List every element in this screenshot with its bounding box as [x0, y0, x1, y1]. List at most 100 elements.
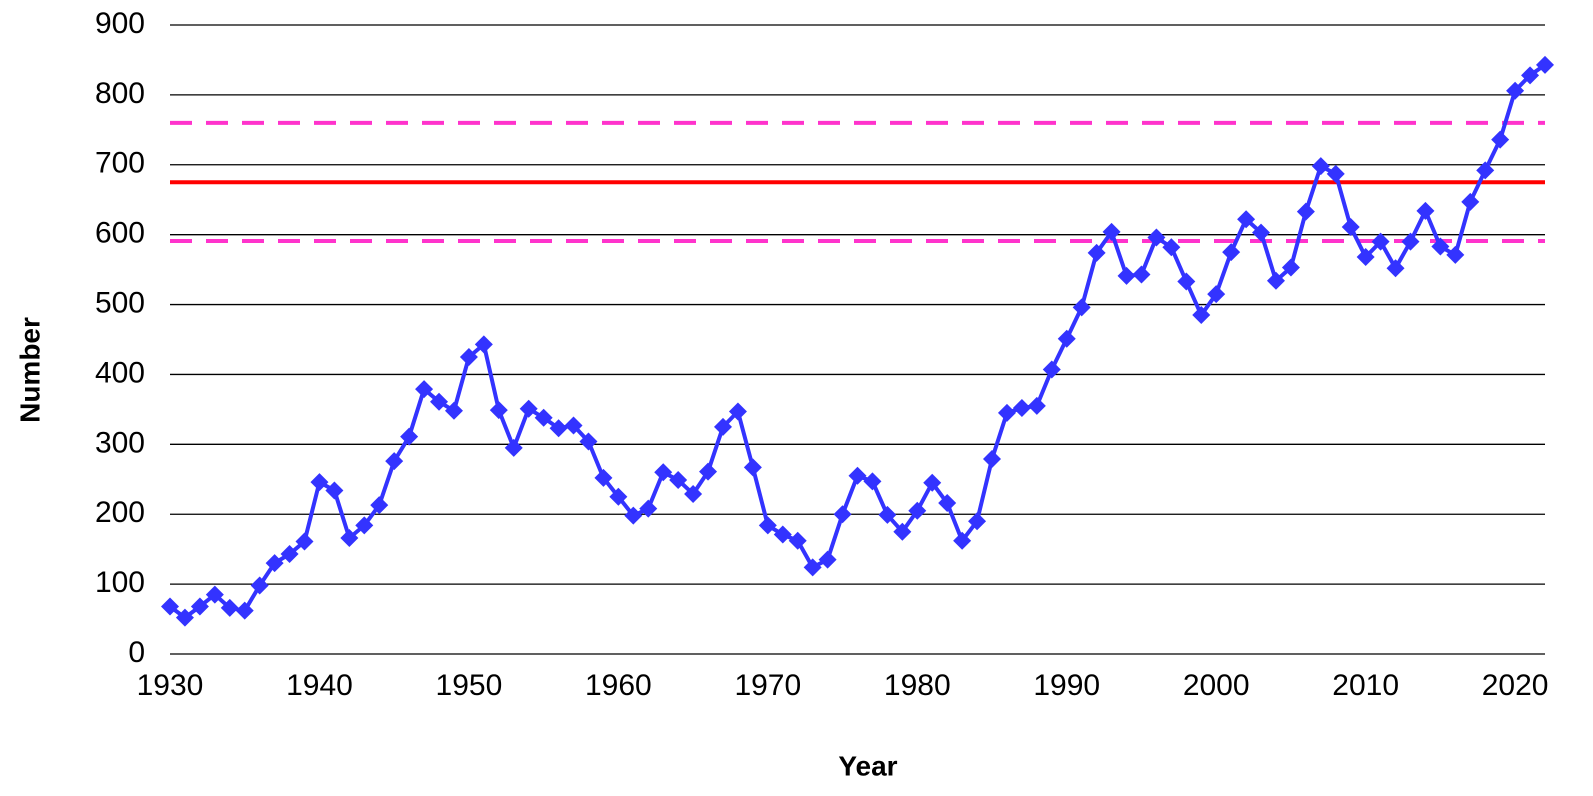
- data-point: [1132, 265, 1151, 284]
- data-point: [684, 484, 703, 503]
- data-point: [1087, 243, 1106, 262]
- data-point: [1386, 259, 1405, 278]
- data-point: [833, 505, 852, 524]
- data-point: [624, 506, 643, 525]
- data-point: [788, 531, 807, 550]
- x-tick-label: 2020: [1482, 669, 1549, 702]
- data-point: [983, 450, 1002, 469]
- data-point: [489, 401, 508, 420]
- data-point: [1401, 232, 1420, 251]
- data-point: [728, 402, 747, 421]
- data-point: [1147, 228, 1166, 247]
- data-point: [863, 472, 882, 491]
- x-tick-label: 1950: [436, 669, 503, 702]
- data-point: [205, 585, 224, 604]
- data-point: [355, 516, 374, 535]
- y-axis-title: Number: [14, 317, 45, 423]
- data-point: [953, 531, 972, 550]
- data-point: [803, 558, 822, 577]
- data-point: [1057, 329, 1076, 348]
- data-point: [235, 601, 254, 620]
- data-point: [370, 496, 389, 515]
- data-point: [699, 462, 718, 481]
- data-point: [1192, 306, 1211, 325]
- y-tick-label: 200: [95, 496, 145, 529]
- data-point: [295, 532, 314, 551]
- data-point: [504, 438, 523, 457]
- data-point: [415, 380, 434, 399]
- data-point: [997, 403, 1016, 422]
- data-point: [594, 468, 613, 487]
- y-tick-label: 500: [95, 286, 145, 319]
- data-point: [175, 608, 194, 627]
- data-point: [519, 399, 538, 418]
- data-point: [1266, 271, 1285, 290]
- data-point: [1281, 258, 1300, 277]
- data-point: [1207, 285, 1226, 304]
- data-point: [1102, 222, 1121, 241]
- data-point: [1012, 398, 1031, 417]
- y-tick-label: 300: [95, 426, 145, 459]
- data-point: [1311, 157, 1330, 176]
- x-tick-label: 1970: [734, 669, 801, 702]
- data-point: [1222, 243, 1241, 262]
- data-point: [265, 554, 284, 573]
- data-point: [430, 392, 449, 411]
- y-tick-label: 0: [128, 636, 145, 669]
- data-point: [1476, 161, 1495, 180]
- data-point: [713, 417, 732, 436]
- data-point: [1461, 192, 1480, 211]
- data-point: [758, 516, 777, 535]
- data-point: [938, 494, 957, 513]
- data-point: [609, 487, 628, 506]
- data-point: [1341, 217, 1360, 236]
- data-point: [564, 416, 583, 435]
- data-point: [1042, 360, 1061, 379]
- data-point: [1237, 210, 1256, 229]
- data-point: [878, 505, 897, 524]
- data-point: [474, 335, 493, 354]
- data-point: [1416, 201, 1435, 220]
- data-point: [1072, 298, 1091, 317]
- data-point: [1431, 237, 1450, 256]
- x-tick-label: 2000: [1183, 669, 1250, 702]
- y-tick-label: 600: [95, 217, 145, 250]
- data-point: [190, 597, 209, 616]
- data-point: [1252, 223, 1271, 242]
- data-point: [923, 473, 942, 492]
- data-point: [1027, 396, 1046, 415]
- data-point: [1162, 238, 1181, 257]
- data-point: [1536, 55, 1554, 74]
- data-point: [220, 598, 239, 617]
- x-axis-title: Year: [838, 750, 897, 781]
- y-tick-label: 100: [95, 566, 145, 599]
- y-tick-label: 400: [95, 356, 145, 389]
- data-point: [908, 501, 927, 520]
- data-point: [1506, 81, 1525, 100]
- data-point: [893, 522, 912, 541]
- data-point: [773, 525, 792, 544]
- data-point: [968, 512, 987, 531]
- data-point: [325, 481, 344, 500]
- data-point: [639, 499, 658, 518]
- data-point: [1356, 248, 1375, 267]
- data-point: [1491, 130, 1510, 149]
- data-point: [669, 470, 688, 489]
- data-point: [340, 528, 359, 547]
- data-point: [444, 401, 463, 420]
- data-point: [549, 419, 568, 438]
- data-point: [310, 473, 329, 492]
- data-point: [1371, 232, 1390, 251]
- y-tick-label: 800: [95, 77, 145, 110]
- data-point: [1296, 202, 1315, 221]
- data-point: [818, 550, 837, 569]
- data-point: [1177, 272, 1196, 291]
- data-point: [250, 576, 269, 595]
- data-point: [1446, 245, 1465, 264]
- y-tick-label: 900: [95, 7, 145, 40]
- y-tick-label: 700: [95, 147, 145, 180]
- data-point: [459, 347, 478, 366]
- data-point: [161, 597, 179, 616]
- data-point: [848, 466, 867, 485]
- x-tick-label: 1930: [137, 669, 204, 702]
